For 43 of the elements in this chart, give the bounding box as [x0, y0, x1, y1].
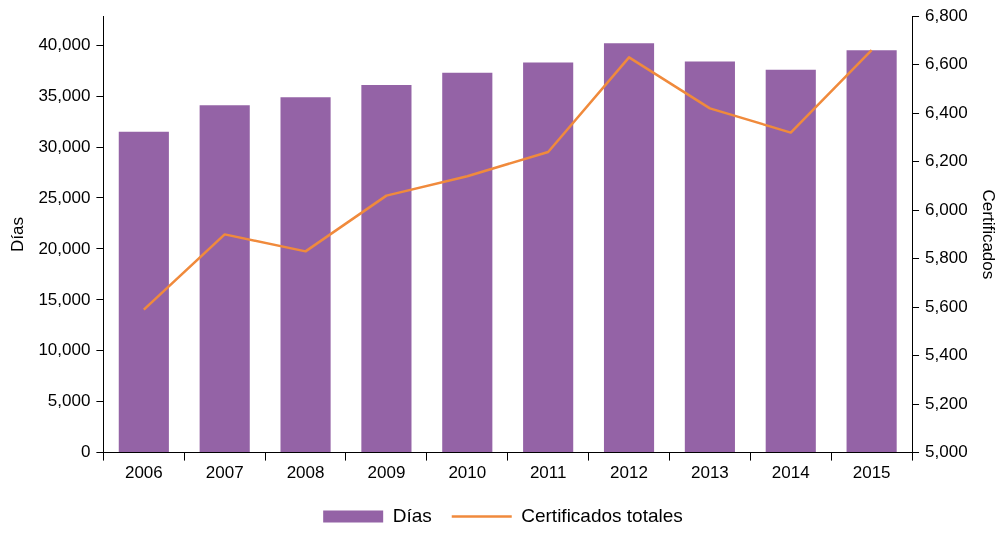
y-tick-label: 35,000 — [38, 85, 91, 105]
legend-label: Días — [392, 504, 432, 526]
y2-tick-label: 6,000 — [925, 199, 968, 219]
x-tick-label: 2007 — [205, 463, 244, 483]
x-tick-label: 2015 — [852, 463, 891, 483]
y2-tick-label: 6,800 — [925, 5, 968, 25]
bar — [361, 84, 412, 453]
y-axis-title: Días — [7, 216, 27, 252]
y2-tick-label: 5,800 — [925, 248, 968, 268]
y2-tick-label: 5,000 — [925, 442, 968, 462]
bar — [118, 131, 169, 453]
bar — [523, 62, 574, 453]
bar — [846, 50, 897, 453]
y2-tick-label: 6,400 — [925, 102, 968, 122]
y2-tick-label: 6,200 — [925, 151, 968, 171]
legend-label: Certificados totales — [521, 504, 683, 526]
bar — [280, 97, 331, 453]
x-tick-label: 2013 — [690, 463, 729, 483]
bar — [199, 105, 250, 453]
bar — [684, 61, 735, 453]
x-tick-label: 2006 — [124, 463, 163, 483]
y-tick-label: 25,000 — [38, 187, 91, 207]
bar — [765, 69, 816, 453]
x-tick-label: 2012 — [610, 463, 648, 483]
x-tick-label: 2014 — [771, 463, 810, 483]
y-tick-label: 15,000 — [38, 289, 91, 309]
x-tick-label: 2009 — [367, 463, 406, 483]
y-tick-label: 0 — [80, 442, 91, 462]
y-tick-label: 10,000 — [38, 340, 91, 360]
bar — [442, 72, 493, 453]
y2-tick-label: 5,600 — [925, 296, 968, 316]
y-tick-label: 5,000 — [47, 391, 91, 411]
y2-tick-label: 5,200 — [925, 393, 968, 413]
x-tick-label: 2011 — [529, 463, 567, 483]
y-tick-label: 40,000 — [38, 34, 91, 54]
bar — [603, 43, 655, 453]
y2-tick-label: 5,400 — [925, 345, 968, 365]
x-tick-label: 2010 — [448, 463, 487, 483]
x-tick-label: 2008 — [286, 463, 325, 483]
y-tick-label: 30,000 — [38, 136, 91, 156]
y2-axis-title: Certificados — [979, 189, 999, 280]
y-tick-label: 20,000 — [38, 238, 91, 258]
y2-tick-label: 6,600 — [925, 54, 968, 74]
